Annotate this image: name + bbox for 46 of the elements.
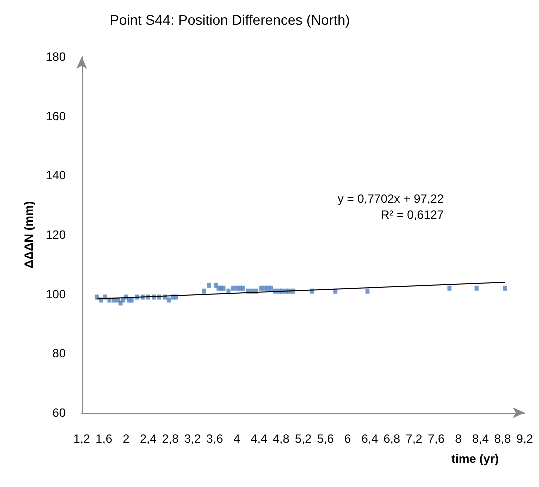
x-tick-label: 1,6 (96, 432, 113, 446)
y-tick-label: 160 (46, 109, 66, 124)
point (202, 288, 206, 294)
x-tick-label: 8,4 (472, 432, 490, 446)
point (503, 286, 508, 291)
y-tick-label: 80 (52, 346, 66, 361)
x-tick-label: 5,6 (317, 432, 334, 446)
y-tick-label: 180 (46, 50, 66, 64)
point (167, 298, 172, 303)
point (269, 286, 274, 291)
point (241, 286, 246, 291)
point (207, 282, 212, 288)
x-tick-label: 3,6 (206, 432, 224, 446)
y-axis-title: ΔΔΔN (mm) (22, 201, 36, 269)
x-tick-label: 7,6 (428, 432, 446, 446)
x-tick-label: 5,2 (295, 432, 312, 446)
x-axis-title: time (yr) (452, 452, 500, 466)
x-tick-label: 6,4 (362, 432, 379, 446)
point (474, 286, 479, 291)
x-tick-label: 7,2 (406, 432, 423, 446)
x-tick-label: 9,2 (516, 432, 534, 446)
point (366, 288, 370, 294)
annotation: R² = 0,6127 (380, 208, 444, 222)
x-tick-label: 1,2 (74, 432, 91, 446)
point (448, 286, 452, 291)
x-tick-label: 4,4 (250, 432, 268, 446)
x-tick-label: 4,8 (273, 432, 290, 446)
point (94, 294, 99, 300)
x-tick-label: 2,8 (162, 432, 180, 446)
point (214, 282, 218, 288)
point (231, 286, 236, 291)
x-tick-label: 3,2 (184, 432, 202, 446)
chart-title: Point S44: Position Differences (North) (110, 12, 350, 28)
annotation: y = 0,7702x + 97,22 (338, 192, 444, 206)
x-tick-label: 2,4 (140, 432, 158, 446)
x-tick-label: 6 (344, 432, 352, 446)
x-tick-label: 4 (234, 432, 241, 446)
x-tick-label: 8 (455, 432, 462, 446)
point (130, 298, 134, 303)
y-tick-label: 120 (46, 228, 66, 242)
y-tick-label: 140 (46, 168, 66, 183)
x-tick-label: 6,8 (384, 432, 401, 446)
y-tick-label: 60 (52, 406, 66, 420)
x-tick-label: 2 (122, 432, 130, 446)
y-tick-label: 100 (46, 287, 66, 302)
x-tick-label: 8,8 (494, 432, 512, 446)
